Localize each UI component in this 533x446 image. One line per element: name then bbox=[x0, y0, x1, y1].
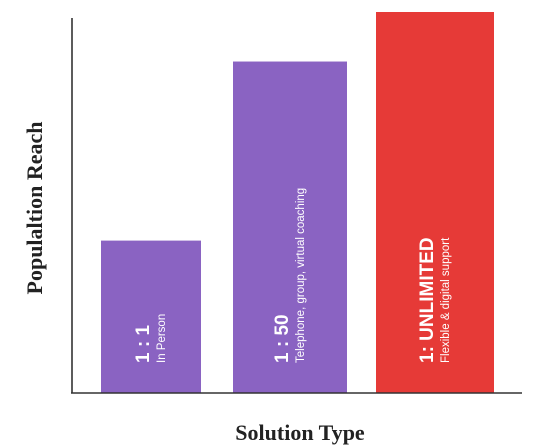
bar-1 bbox=[101, 240, 201, 393]
bar-1-description: In Person bbox=[156, 314, 168, 363]
bar-2-description: Telephone, group, virtual coaching bbox=[295, 188, 307, 363]
bar-group-3: 1: UNLIMITED Flexible & digital support bbox=[376, 12, 494, 393]
bar-3 bbox=[376, 12, 494, 393]
bar-1-ratio-label: 1 : 1 bbox=[133, 325, 154, 363]
bar-group-2: 1 : 50 Telephone, group, virtual coaching bbox=[233, 61, 347, 393]
x-axis-label: Solution Type bbox=[235, 420, 365, 445]
bar-3-ratio-label: 1: UNLIMITED bbox=[417, 237, 438, 363]
y-axis-label: Populaltion Reach bbox=[22, 122, 47, 295]
bars-layer: 1 : 1 In Person 1 : 50 Telephone, group, vi… bbox=[101, 12, 494, 393]
bar-group-1: 1 : 1 In Person bbox=[101, 240, 201, 393]
bar-2 bbox=[233, 61, 347, 393]
bar-2-ratio-label: 1 : 50 bbox=[272, 314, 293, 363]
bar-3-description: Flexible & digital support bbox=[440, 237, 452, 363]
